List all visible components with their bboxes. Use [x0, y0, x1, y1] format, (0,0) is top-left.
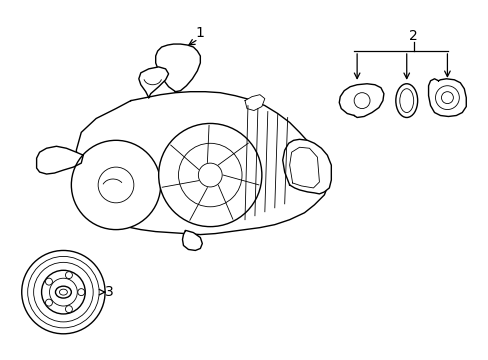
Circle shape [78, 289, 84, 296]
Circle shape [45, 278, 52, 285]
Ellipse shape [60, 289, 67, 295]
Circle shape [65, 306, 72, 312]
Circle shape [65, 272, 72, 279]
Polygon shape [155, 44, 200, 92]
Ellipse shape [395, 84, 417, 117]
Ellipse shape [55, 286, 71, 298]
Circle shape [45, 299, 52, 306]
Circle shape [98, 167, 134, 203]
Circle shape [178, 143, 242, 207]
Circle shape [441, 92, 452, 104]
Text: 2: 2 [408, 29, 417, 43]
Circle shape [353, 93, 369, 109]
Polygon shape [289, 147, 319, 188]
Polygon shape [339, 84, 383, 117]
Circle shape [198, 163, 222, 187]
Text: 1: 1 [196, 26, 204, 40]
Circle shape [49, 278, 77, 306]
Circle shape [158, 123, 262, 227]
Polygon shape [282, 139, 331, 194]
Circle shape [34, 262, 93, 322]
Polygon shape [139, 67, 168, 98]
Circle shape [435, 86, 458, 109]
Polygon shape [76, 92, 328, 235]
Polygon shape [427, 79, 466, 117]
Polygon shape [37, 146, 83, 174]
Circle shape [28, 256, 99, 328]
Circle shape [71, 140, 161, 230]
Circle shape [41, 270, 85, 314]
Circle shape [21, 251, 105, 334]
Ellipse shape [399, 89, 413, 113]
Polygon shape [182, 231, 202, 251]
Polygon shape [244, 95, 264, 111]
Text: 3: 3 [104, 285, 113, 299]
